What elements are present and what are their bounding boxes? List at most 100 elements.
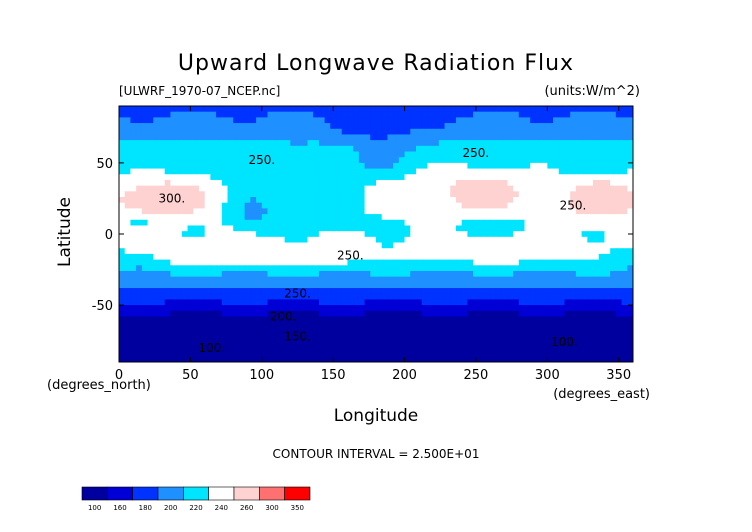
heatmap-cell — [547, 162, 554, 170]
heatmap-cell — [324, 185, 331, 192]
heatmap-cell — [621, 242, 628, 249]
heatmap-cell — [364, 179, 371, 187]
heatmap-cell — [524, 117, 531, 124]
heatmap-cell — [370, 310, 377, 318]
heatmap-cell — [296, 134, 303, 141]
heatmap-cell — [353, 339, 360, 346]
heatmap-cell — [581, 282, 588, 289]
contour-label: 250. — [248, 153, 275, 167]
heatmap-cell — [187, 339, 194, 346]
heatmap-cell — [238, 214, 246, 221]
heatmap-cell — [581, 248, 588, 255]
heatmap-cell — [210, 299, 217, 306]
heatmap-cell — [250, 151, 257, 158]
heatmap-cell — [290, 265, 297, 272]
heatmap-cell — [570, 310, 577, 318]
heatmap-cell — [570, 276, 577, 283]
heatmap-cell — [495, 140, 503, 147]
heatmap-cell — [153, 185, 160, 192]
heatmap-cell — [141, 236, 149, 244]
heatmap-cell — [581, 197, 588, 204]
heatmap-cell — [610, 259, 617, 266]
heatmap-cell — [347, 293, 354, 301]
heatmap-cell — [478, 214, 486, 221]
heatmap-cell — [187, 134, 194, 141]
heatmap-cell — [330, 350, 337, 357]
heatmap-cell — [376, 265, 383, 272]
heatmap-cell — [421, 128, 428, 136]
heatmap-cell — [558, 344, 566, 352]
heatmap-cell — [490, 151, 497, 158]
heatmap-cell — [427, 191, 434, 198]
heatmap-cell — [433, 242, 440, 249]
heatmap-cell — [598, 248, 606, 255]
heatmap-cell — [376, 293, 383, 301]
heatmap-cell — [410, 310, 417, 318]
heatmap-cell — [564, 111, 571, 118]
heatmap-cell — [387, 293, 394, 301]
heatmap-cell — [587, 157, 594, 164]
heatmap-cell — [221, 202, 229, 209]
heatmap-cell — [575, 145, 583, 153]
heatmap-cell — [318, 356, 326, 362]
heatmap-cell — [490, 214, 497, 221]
heatmap-cell — [204, 322, 211, 329]
heatmap-cell — [610, 231, 617, 238]
heatmap-cell — [330, 248, 337, 255]
heatmap-cell — [244, 174, 251, 181]
heatmap-cell — [473, 265, 480, 272]
heatmap-cell — [541, 191, 548, 198]
heatmap-cell — [221, 151, 229, 158]
heatmap-cell — [621, 265, 628, 272]
heatmap-cell — [170, 248, 177, 255]
heatmap-cell — [301, 356, 309, 362]
heatmap-cell — [124, 305, 132, 312]
heatmap-cell — [438, 299, 446, 306]
heatmap-cell — [570, 202, 577, 209]
heatmap-cell — [553, 191, 560, 198]
heatmap-cell — [330, 333, 337, 340]
heatmap-cell — [158, 236, 166, 244]
heatmap-cell — [210, 339, 217, 346]
heatmap-cell — [387, 219, 394, 227]
heatmap-cell — [141, 350, 149, 357]
heatmap-cell — [387, 253, 394, 261]
heatmap-cell — [336, 123, 343, 130]
heatmap-cell — [358, 185, 366, 192]
heatmap-cell — [507, 191, 514, 198]
heatmap-cell — [164, 231, 171, 238]
heatmap-cell — [610, 128, 617, 136]
heatmap-cell — [541, 327, 548, 335]
heatmap-cell — [158, 231, 166, 238]
heatmap-cell — [353, 162, 360, 170]
heatmap-cell — [387, 208, 394, 215]
heatmap-cell — [250, 117, 257, 124]
heatmap-cell — [421, 253, 428, 261]
heatmap-cell — [267, 106, 274, 113]
heatmap-cell — [541, 208, 548, 215]
heatmap-cell — [581, 339, 588, 346]
heatmap-cell — [558, 197, 566, 204]
heatmap-cell — [627, 327, 633, 335]
heatmap-cell — [535, 327, 543, 335]
heatmap-cell — [353, 128, 360, 136]
heatmap-cell — [341, 288, 349, 295]
heatmap-cell — [244, 128, 251, 136]
heatmap-cell — [484, 242, 491, 249]
heatmap-cell — [473, 128, 480, 136]
heatmap-cell — [119, 344, 126, 352]
heatmap-cell — [376, 162, 383, 170]
heatmap-cell — [147, 185, 154, 192]
heatmap-cell — [398, 333, 406, 340]
heatmap-cell — [141, 299, 149, 306]
heatmap-cell — [455, 179, 463, 187]
colorbar-swatch — [208, 486, 235, 501]
heatmap-cell — [370, 265, 377, 272]
heatmap-cell — [461, 225, 468, 232]
heatmap-cell — [221, 248, 229, 255]
heatmap-cell — [141, 305, 149, 312]
heatmap-cell — [353, 322, 360, 329]
heatmap-cell — [296, 151, 303, 158]
heatmap-cell — [404, 356, 411, 362]
